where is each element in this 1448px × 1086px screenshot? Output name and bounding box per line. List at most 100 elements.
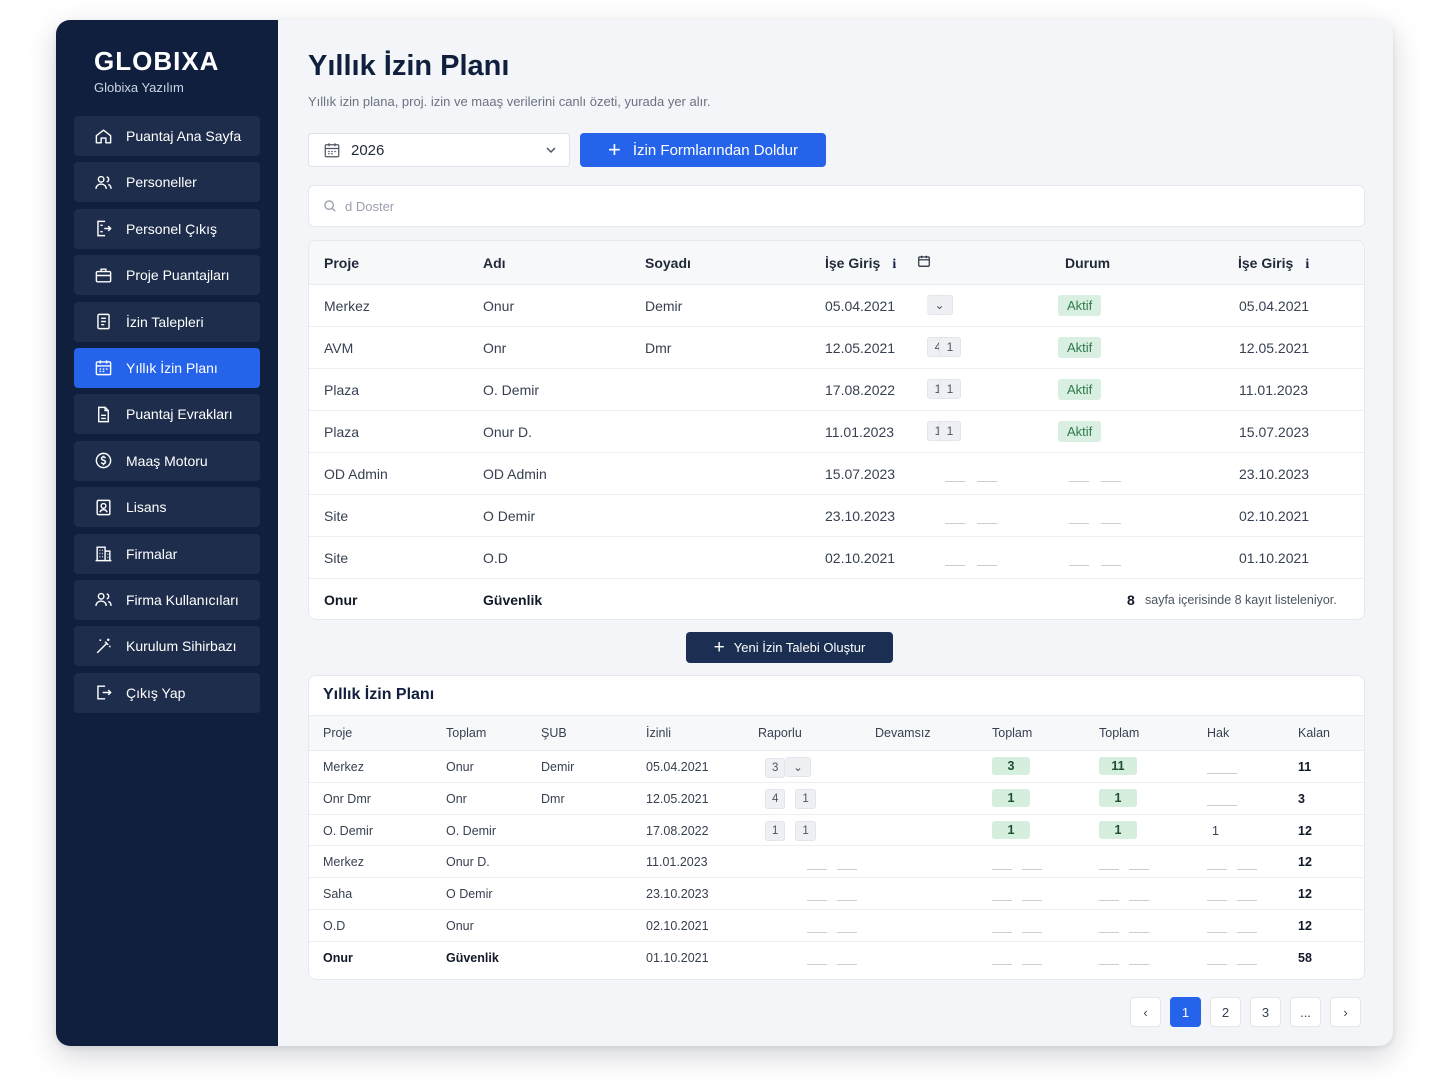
col-toplam-3[interactable]: Toplam bbox=[1099, 726, 1140, 740]
col-adi[interactable]: Adı bbox=[483, 255, 506, 271]
table-row[interactable]: Merkez Onur Demir 05.04.2021 3 ⌄ 3 11 11 bbox=[309, 751, 1364, 783]
empty-placeholder bbox=[992, 925, 1052, 939]
cell-proje: Saha bbox=[323, 887, 353, 902]
empty-placeholder bbox=[807, 925, 867, 939]
cell-adi: Onur D. bbox=[483, 424, 533, 440]
info-icon[interactable]: i bbox=[1305, 257, 1310, 272]
col-izinli[interactable]: İzinli bbox=[646, 726, 672, 740]
new-request-label: Yeni İzin Talebi Oluştur bbox=[733, 640, 866, 655]
year-select[interactable]: 2026 bbox=[308, 133, 570, 167]
sidebar-item-cikis-yap[interactable]: Çıkış Yap bbox=[74, 672, 260, 713]
sidebar-item-yillik-izin-plani[interactable]: Yıllık İzin Planı bbox=[74, 347, 260, 388]
col-hak[interactable]: Hak bbox=[1207, 726, 1230, 740]
table-row[interactable]: Merkez Onur D. 11.01.2023 12 bbox=[309, 846, 1364, 879]
cell-proje: Site bbox=[324, 550, 349, 566]
sidebar-item-kurulum-sihirbazi[interactable]: Kurulum Sihirbazı bbox=[74, 626, 260, 667]
cell-kalan: 12 bbox=[1298, 918, 1312, 933]
col-toplam[interactable]: Toplam bbox=[446, 726, 487, 740]
col-kalan[interactable]: Kalan bbox=[1298, 726, 1330, 740]
cell-adi: OD Admin bbox=[483, 466, 547, 482]
cell-toplam: Onr bbox=[446, 791, 467, 806]
col-durum[interactable]: Durum bbox=[1065, 255, 1111, 271]
table-header: Proje Toplam ŞUB İzinli Raporlu Devamsız… bbox=[309, 716, 1364, 751]
chip-b: 1 bbox=[795, 820, 816, 841]
col-sub[interactable]: ŞUB bbox=[541, 726, 567, 740]
page-button-1[interactable]: 1 bbox=[1170, 997, 1201, 1027]
record-count: 8 bbox=[1127, 592, 1135, 608]
exit-doc-icon bbox=[97, 220, 112, 237]
page-button-2[interactable]: 2 bbox=[1210, 997, 1241, 1027]
cell-giris: 15.07.2023 bbox=[825, 466, 896, 482]
cell-kalan: 12 bbox=[1298, 855, 1312, 870]
sidebar-item-label: Maaş Motoru bbox=[126, 452, 208, 469]
sidebar-item-firmalar[interactable]: Firmalar bbox=[74, 533, 260, 574]
table-row[interactable]: Merkez Onur Demir 05.04.2021 3⌄ Aktif 05… bbox=[309, 285, 1364, 327]
cell-soyadi: Demir bbox=[645, 298, 683, 314]
sidebar-item-puantaj-evraklari[interactable]: Puantaj Evrakları bbox=[74, 394, 260, 435]
table-row[interactable]: O.D Onur 02.10.2021 12 bbox=[309, 910, 1364, 942]
cell-adi: O.D bbox=[483, 550, 508, 566]
sidebar-item-personel-cikis[interactable]: Personel Çıkış bbox=[74, 208, 260, 249]
col-proje[interactable]: Proje bbox=[323, 726, 353, 740]
col-ise-giris[interactable]: İşe Giriş i bbox=[825, 255, 900, 273]
total-value: 1 bbox=[992, 820, 1030, 839]
brand-name: GLOBIXA bbox=[94, 46, 220, 76]
cell-giris: 23.10.2023 bbox=[825, 508, 896, 524]
license-icon bbox=[96, 499, 111, 515]
sidebar-item-maas-motoru[interactable]: Maaş Motoru bbox=[74, 440, 260, 481]
calendar-icon[interactable] bbox=[917, 254, 931, 271]
empty-placeholder bbox=[807, 957, 867, 971]
col-soyadi[interactable]: Soyadı bbox=[645, 255, 691, 271]
next-page-button[interactable]: › bbox=[1330, 997, 1361, 1027]
fill-from-forms-button[interactable]: + İzin Formlarından Doldur bbox=[580, 133, 826, 167]
sidebar-item-firma-kullanicilari[interactable]: Firma Kullanıcıları bbox=[74, 579, 260, 620]
prev-page-button[interactable]: ‹ bbox=[1130, 997, 1161, 1027]
sidebar-item-personeller[interactable]: Personeller bbox=[74, 162, 260, 203]
cell-toplam: O Demir bbox=[446, 887, 493, 902]
chevron-down-icon[interactable]: ⌄ bbox=[927, 295, 953, 315]
chevron-down-icon[interactable]: ⌄ bbox=[785, 757, 812, 777]
col-toplam-2[interactable]: Toplam bbox=[992, 726, 1033, 740]
cell-toplam: Onur D. bbox=[446, 855, 490, 870]
info-icon[interactable]: i bbox=[892, 257, 897, 272]
empty-placeholder bbox=[1069, 556, 1133, 572]
page-button-3[interactable]: 3 bbox=[1250, 997, 1281, 1027]
col-ise-giris-2[interactable]: İşe Giriş i bbox=[1238, 255, 1313, 273]
col-devamsiz[interactable]: Devamsız bbox=[875, 726, 931, 740]
footer-proje: Onur bbox=[324, 592, 358, 608]
table-footer: Onur Güvenlik 8 sayfa içerisinde 8 kayıt… bbox=[309, 579, 1364, 619]
table-row[interactable]: Saha O Demir 23.10.2023 12 bbox=[309, 878, 1364, 910]
sidebar-item-proje-puantajlari[interactable]: Proje Puantajları bbox=[74, 255, 260, 296]
sidebar-item-izin-talepleri[interactable]: İzin Talepleri bbox=[74, 301, 260, 342]
col-raporlu[interactable]: Raporlu bbox=[758, 726, 802, 740]
empty-placeholder bbox=[1069, 472, 1133, 488]
table-row[interactable]: OD Admin OD Admin 15.07.2023 23.10.2023 bbox=[309, 453, 1364, 495]
table-row[interactable]: Site O Demir 23.10.2023 02.10.2021 bbox=[309, 495, 1364, 537]
cell-izinli: 23.10.2023 bbox=[646, 887, 709, 902]
sidebar-item-label: Firmalar bbox=[126, 545, 178, 562]
search-input[interactable] bbox=[345, 198, 945, 214]
sidebar-item-puantaj-ana-sayfa[interactable]: Puantaj Ana Sayfa bbox=[74, 116, 260, 156]
empty-placeholder bbox=[992, 861, 1052, 875]
sidebar-item-lisans[interactable]: Lisans bbox=[74, 487, 260, 528]
table-row[interactable]: Site O.D 02.10.2021 01.10.2021 bbox=[309, 537, 1364, 579]
raporlu-stepper[interactable]: 3 ⌄ bbox=[765, 757, 812, 778]
plus-icon: + bbox=[713, 637, 725, 658]
table-row-total[interactable]: Onur Güvenlik 01.10.2021 58 bbox=[309, 942, 1364, 974]
col-proje[interactable]: Proje bbox=[324, 255, 360, 271]
empty-placeholder bbox=[1207, 861, 1267, 875]
page-ellipsis-button[interactable]: ... bbox=[1290, 997, 1321, 1027]
chip-a: 4 bbox=[765, 788, 786, 809]
sidebar-item-label: Lisans bbox=[126, 499, 167, 516]
cell-proje: Site bbox=[324, 508, 349, 524]
brand-subtitle: Globixa Yazılım bbox=[94, 80, 184, 95]
new-leave-request-button[interactable]: + Yeni İzin Talebi Oluştur bbox=[686, 632, 893, 663]
cell-proje: OD Admin bbox=[324, 466, 388, 482]
cell-proje: Plaza bbox=[324, 382, 360, 398]
